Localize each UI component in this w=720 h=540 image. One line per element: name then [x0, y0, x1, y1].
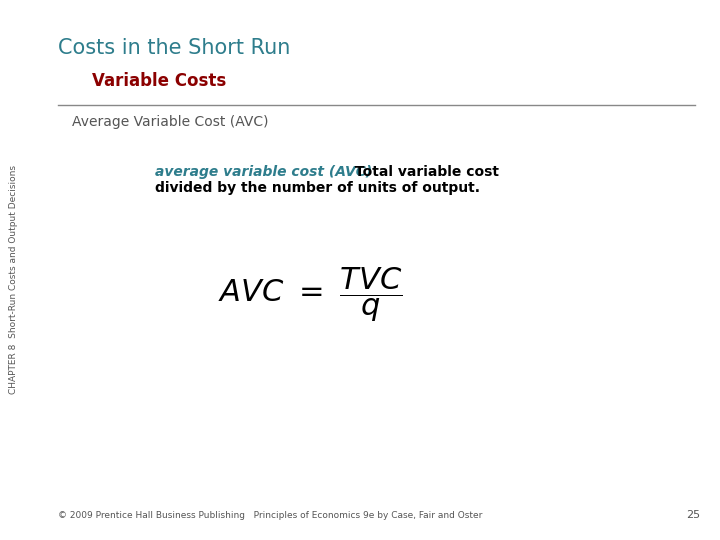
- Text: © 2009 Prentice Hall Business Publishing   Principles of Economics 9e by Case, F: © 2009 Prentice Hall Business Publishing…: [58, 511, 482, 520]
- Text: average variable cost (AVC): average variable cost (AVC): [155, 165, 372, 179]
- Text: Costs in the Short Run: Costs in the Short Run: [58, 38, 290, 58]
- Text: CHAPTER 8  Short-Run Costs and Output Decisions: CHAPTER 8 Short-Run Costs and Output Dec…: [9, 165, 19, 395]
- Text: Average Variable Cost (AVC): Average Variable Cost (AVC): [72, 115, 269, 129]
- Text: Variable Costs: Variable Costs: [92, 72, 226, 90]
- Text: Total variable cost: Total variable cost: [350, 165, 499, 179]
- Text: 25: 25: [686, 510, 700, 520]
- Text: divided by the number of units of output.: divided by the number of units of output…: [155, 181, 480, 195]
- Text: $\mathit{AVC}\ =\ \dfrac{\mathit{TVC}}{\mathit{q}}$: $\mathit{AVC}\ =\ \dfrac{\mathit{TVC}}{\…: [217, 265, 402, 323]
